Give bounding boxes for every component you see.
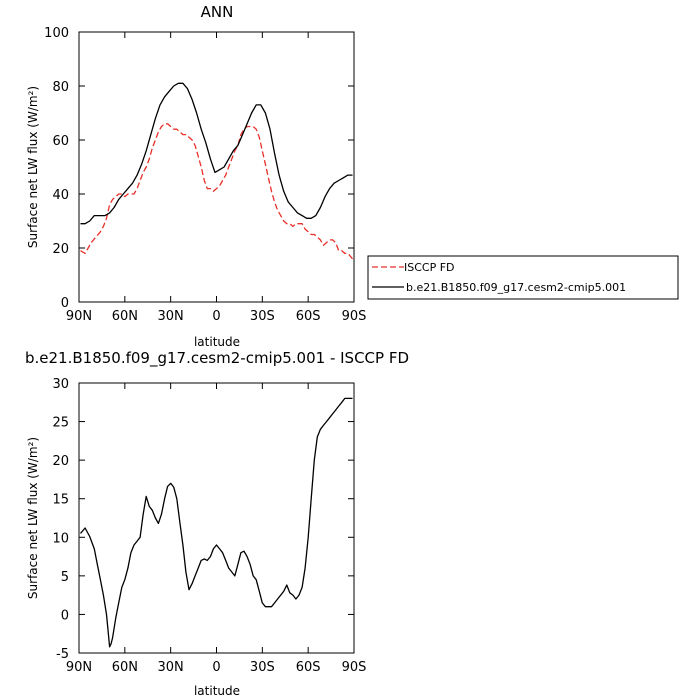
bottom-ytick-label: -5 bbox=[56, 647, 69, 662]
top-xtick-label: 0 bbox=[212, 309, 220, 324]
top-ytick-label: 0 bbox=[61, 296, 69, 311]
top-ytick-label: 100 bbox=[44, 26, 69, 41]
bottom-xtick-label: 30N bbox=[158, 660, 184, 675]
top-series-line-1 bbox=[80, 82, 353, 225]
bottom-xtick-label: 90N bbox=[66, 660, 92, 675]
top-axis-ticks: 90N 60N 30N 0 30S 60S 90S 0 20 40 60 80 100 bbox=[44, 26, 366, 324]
top-plot-frame bbox=[78, 31, 355, 303]
bottom-xlabel: latitude bbox=[194, 684, 240, 698]
top-ytick-label: 80 bbox=[52, 80, 69, 95]
bottom-ytick-label: 0 bbox=[61, 608, 69, 623]
bottom-ytick-label: 5 bbox=[61, 570, 69, 585]
bottom-xtick-label: 30S bbox=[250, 660, 275, 675]
bottom-ylabel: Surface net LW flux (W/m²) bbox=[26, 437, 40, 599]
top-ylabel: Surface net LW flux (W/m²) bbox=[26, 86, 40, 248]
legend-label-isccp: ISCCP FD bbox=[404, 261, 455, 274]
top-title: ANN bbox=[201, 3, 234, 21]
top-xtick-label: 90N bbox=[66, 309, 92, 324]
bottom-xtick-label: 60N bbox=[112, 660, 138, 675]
bottom-ytick-label: 10 bbox=[52, 531, 69, 546]
bottom-xtick-label: 90S bbox=[342, 660, 367, 675]
bottom-xtick-label: 60S bbox=[296, 660, 321, 675]
bottom-plot-frame bbox=[78, 382, 355, 654]
top-series-line-0 bbox=[80, 123, 353, 260]
bottom-axis-ticks: 90N 60N 30N 0 30S 60S 90S -5 0 5 10 15 20 25 30 bbox=[52, 377, 366, 675]
panel-annual-mean: ANN 90N 60N 30N 0 30S 60S 90S 0 20 40 60 80 100 lati… bbox=[26, 3, 366, 349]
top-ytick-label: 40 bbox=[52, 188, 69, 203]
top-xtick-label: 60N bbox=[112, 309, 138, 324]
top-xtick-label: 30N bbox=[158, 309, 184, 324]
top-xtick-label: 30S bbox=[250, 309, 275, 324]
panel-difference: b.e21.B1850.f09_g17.cesm2-cmip5.001 - IS… bbox=[25, 349, 409, 698]
top-ytick-label: 20 bbox=[52, 242, 69, 257]
legend: ISCCP FD b.e21.B1850.f09_g17.cesm2-cmip5… bbox=[367, 255, 679, 300]
top-xlabel: latitude bbox=[194, 335, 240, 349]
bottom-ytick-label: 20 bbox=[52, 454, 69, 469]
legend-label-cesm2-visible: b.e21.B1850.f09_g17.cesm2-cmip5.001 bbox=[406, 281, 626, 294]
bottom-ytick-label: 15 bbox=[52, 493, 69, 508]
bottom-ytick-label: 30 bbox=[52, 377, 69, 392]
top-ytick-label: 60 bbox=[52, 134, 69, 149]
bottom-xtick-label: 0 bbox=[212, 660, 220, 675]
legend-frame bbox=[367, 255, 679, 300]
bottom-series-lines bbox=[80, 397, 353, 648]
bottom-ytick-label: 25 bbox=[52, 416, 69, 431]
top-series-lines bbox=[80, 82, 353, 260]
bottom-title: b.e21.B1850.f09_g17.cesm2-cmip5.001 - IS… bbox=[25, 349, 409, 368]
bottom-series-line-0 bbox=[80, 397, 353, 648]
top-xtick-label: 60S bbox=[296, 309, 321, 324]
top-xtick-label: 90S bbox=[342, 309, 367, 324]
